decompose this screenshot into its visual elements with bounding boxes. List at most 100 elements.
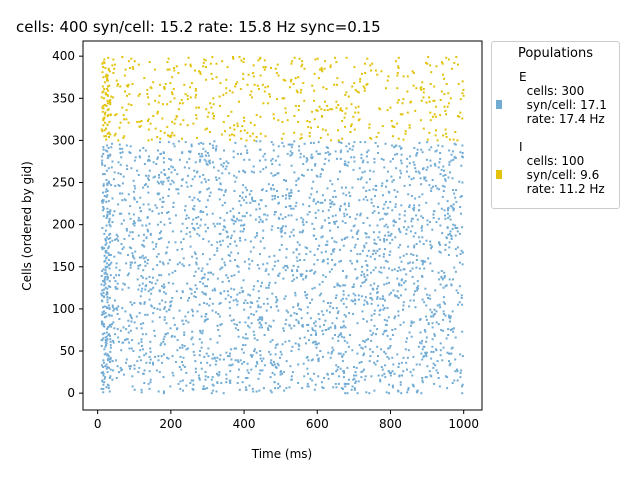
spike-e	[441, 232, 444, 235]
spike-e	[119, 366, 122, 369]
spike-e	[117, 203, 120, 206]
spike-e	[407, 349, 410, 352]
spike-e	[445, 375, 447, 378]
spike-e	[146, 259, 149, 261]
spike-e	[415, 153, 418, 156]
spike-e	[102, 324, 105, 327]
spike-e	[186, 161, 189, 164]
spike-i	[101, 91, 104, 94]
spike-i	[115, 113, 118, 116]
spike-e	[342, 376, 345, 379]
spike-e	[315, 346, 318, 349]
spike-e	[160, 230, 163, 233]
spike-e	[177, 140, 180, 143]
spike-i	[396, 122, 399, 125]
spike-e	[285, 248, 288, 251]
spike-e	[298, 307, 301, 310]
spike-i	[251, 96, 254, 99]
spike-i	[286, 119, 289, 122]
spike-e	[373, 258, 376, 261]
spike-e	[162, 340, 165, 343]
spike-i	[313, 99, 315, 102]
spike-e	[460, 297, 463, 299]
spike-e	[342, 270, 344, 272]
spike-e	[378, 231, 381, 234]
spike-e	[229, 314, 232, 317]
spike-e	[461, 181, 464, 184]
spike-e	[129, 264, 132, 267]
spike-e	[421, 358, 424, 361]
spike-e	[336, 282, 339, 285]
spike-e	[400, 153, 403, 156]
spike-e	[145, 361, 148, 364]
spike-e	[261, 318, 264, 321]
spike-e	[214, 363, 217, 366]
spike-e	[105, 293, 108, 296]
spike-e	[434, 364, 437, 367]
spike-e	[445, 337, 448, 340]
spike-e	[255, 351, 258, 354]
spike-i	[106, 132, 109, 135]
spike-i	[320, 68, 323, 71]
spike-e	[223, 290, 226, 293]
spike-e	[433, 334, 436, 337]
spike-e	[108, 264, 110, 267]
spike-e	[142, 269, 145, 272]
spike-e	[106, 301, 109, 304]
spike-i	[401, 102, 404, 105]
spike-e	[225, 351, 228, 354]
spike-e	[334, 195, 337, 198]
spike-i	[116, 84, 119, 87]
spike-e	[219, 323, 222, 326]
spike-e	[207, 355, 210, 358]
spike-e	[298, 243, 301, 246]
spike-e	[452, 330, 455, 333]
spike-e	[163, 306, 166, 309]
spike-e	[410, 217, 413, 220]
spike-e	[363, 273, 366, 276]
spike-e	[321, 225, 324, 228]
spike-e	[297, 302, 300, 305]
spike-e	[378, 313, 381, 316]
spike-e	[394, 328, 397, 331]
spike-e	[227, 245, 230, 248]
spike-e	[152, 176, 155, 179]
spike-e	[238, 291, 241, 294]
spike-e	[103, 277, 106, 280]
spike-e	[293, 312, 296, 315]
spike-e	[411, 225, 414, 228]
spike-i	[291, 60, 294, 63]
spike-e	[232, 222, 235, 225]
spike-e	[408, 184, 411, 187]
spike-e	[339, 157, 342, 160]
spike-e	[269, 361, 272, 364]
spike-i	[222, 120, 225, 123]
spike-i	[426, 62, 429, 65]
spike-e	[353, 388, 356, 391]
spike-e	[319, 173, 322, 176]
spike-e	[354, 382, 357, 384]
spike-e	[334, 334, 336, 336]
spike-e	[162, 376, 165, 379]
spike-e	[317, 360, 320, 363]
spike-e	[290, 231, 293, 234]
spike-e	[238, 211, 241, 214]
spike-e	[232, 156, 235, 159]
spike-i	[415, 87, 418, 90]
spike-e	[202, 174, 205, 176]
spike-e	[365, 190, 368, 192]
spike-e	[109, 263, 112, 266]
spike-i	[318, 105, 321, 108]
spike-e	[357, 294, 360, 297]
spike-e	[362, 339, 365, 342]
spike-e	[184, 141, 187, 144]
spike-e	[181, 178, 184, 181]
spike-e	[269, 389, 272, 392]
spike-i	[359, 77, 362, 80]
spike-e	[107, 167, 110, 170]
y-tick-label: 0	[67, 386, 75, 400]
spike-i	[298, 104, 300, 107]
spike-e	[218, 373, 221, 376]
spike-i	[102, 97, 105, 100]
spike-e	[363, 246, 366, 249]
